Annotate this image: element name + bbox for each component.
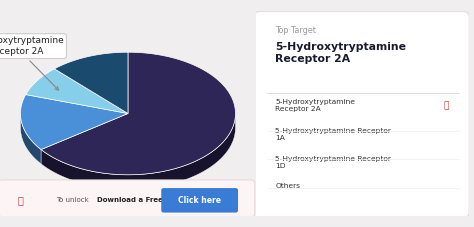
Polygon shape <box>20 95 128 150</box>
Polygon shape <box>20 114 41 164</box>
Text: To unlock: To unlock <box>56 197 91 203</box>
Text: Top Target: Top Target <box>275 26 316 35</box>
Text: 5-Hydroxytryptamine
Receptor 2A: 5-Hydroxytryptamine Receptor 2A <box>275 42 406 64</box>
Text: 5-Hydroxytryptamine
Receptor 2A: 5-Hydroxytryptamine Receptor 2A <box>275 99 355 112</box>
Polygon shape <box>41 52 236 175</box>
Text: 5-Hydroxytryptamine Receptor
1A: 5-Hydroxytryptamine Receptor 1A <box>275 128 391 141</box>
FancyBboxPatch shape <box>0 180 255 217</box>
Text: Download a Free Report Sample: Download a Free Report Sample <box>97 197 225 203</box>
Polygon shape <box>55 52 128 114</box>
Text: Click here: Click here <box>178 196 221 205</box>
Text: 🔒: 🔒 <box>444 101 449 110</box>
FancyBboxPatch shape <box>161 188 238 212</box>
Text: 5-Hydroxytryptamine
Receptor 2A: 5-Hydroxytryptamine Receptor 2A <box>0 36 64 90</box>
Text: 🔒: 🔒 <box>18 195 23 205</box>
Polygon shape <box>41 114 236 189</box>
Polygon shape <box>26 69 128 114</box>
Text: 5-Hydroxytryptamine Receptor
1D: 5-Hydroxytryptamine Receptor 1D <box>275 156 391 169</box>
FancyBboxPatch shape <box>254 11 469 218</box>
Text: Others: Others <box>275 183 300 189</box>
